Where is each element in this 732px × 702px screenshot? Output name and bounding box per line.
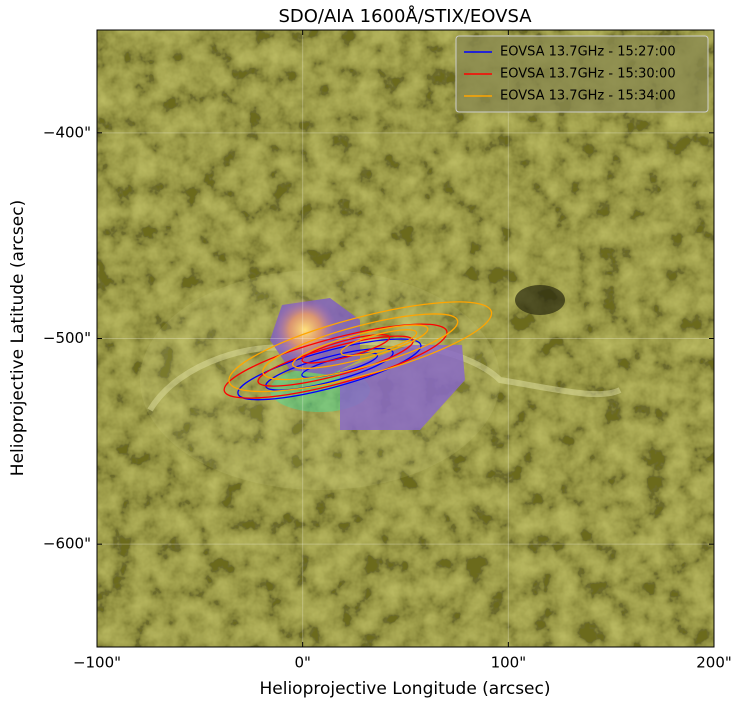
y-tick-label: −600" bbox=[43, 535, 91, 553]
x-tick-label: 0" bbox=[294, 654, 310, 672]
image bbox=[97, 30, 714, 647]
legend-label: EOVSA 13.7GHz - 15:30:00 bbox=[500, 67, 676, 82]
chart-title: SDO/AIA 1600Å/STIX/EOVSA bbox=[278, 5, 532, 27]
y-tick-label: −400" bbox=[43, 123, 91, 141]
x-tick-label: 200" bbox=[696, 654, 732, 672]
y-tick-label: −500" bbox=[43, 329, 91, 347]
legend-label: EOVSA 13.7GHz - 15:27:00 bbox=[500, 45, 676, 60]
x-tick-label: −100" bbox=[73, 654, 121, 672]
y-axis-label: Helioprojective Latitude (arcsec) bbox=[8, 200, 28, 476]
x-tick-label: 100" bbox=[491, 654, 527, 672]
chart: SDO/AIA 1600Å/STIX/EOVSA Helioprojective… bbox=[0, 0, 732, 702]
legend-label: EOVSA 13.7GHz - 15:34:00 bbox=[500, 89, 676, 104]
x-axis-label: Helioprojective Longitude (arcsec) bbox=[259, 679, 550, 699]
